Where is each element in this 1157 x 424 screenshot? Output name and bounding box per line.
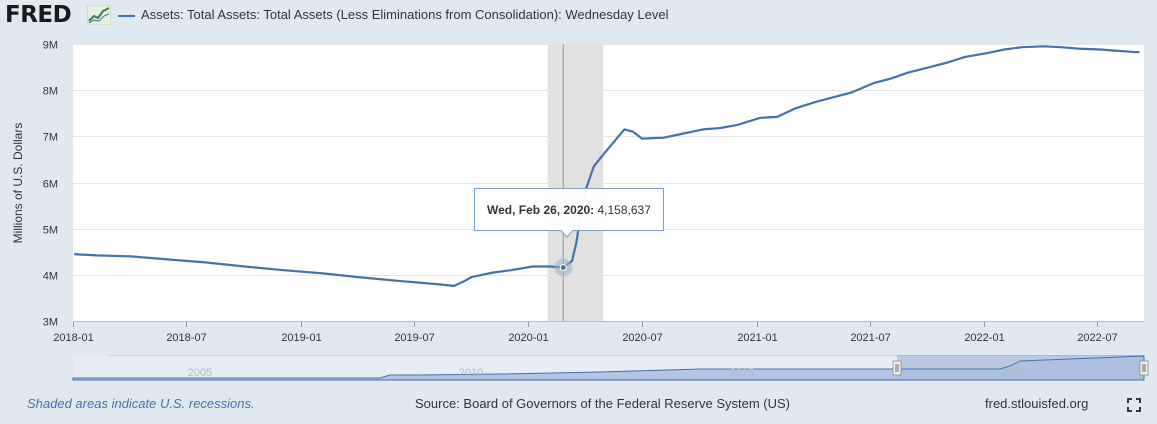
x-tick-label: 2022-07	[1077, 332, 1117, 344]
navigator-year-2020: 2020	[1001, 367, 1025, 379]
x-tick-label: 2020-01	[508, 332, 548, 344]
y-tick-label: 4M	[43, 271, 58, 283]
x-tick-label: 2018-07	[166, 332, 206, 344]
y-tick-label: 8M	[43, 86, 58, 98]
y-tick-label: 9M	[43, 40, 58, 52]
source-note: Source: Board of Governors of the Federa…	[415, 396, 790, 411]
tooltip-box	[474, 188, 664, 238]
y-tick-label: 6M	[43, 179, 58, 191]
navigator-year-2005: 2005	[188, 367, 212, 379]
navigator-year-2015: 2015	[730, 367, 754, 379]
navigator-year-2010: 2010	[459, 367, 483, 379]
x-tick-label: 2020-07	[622, 332, 662, 344]
highlight-marker[interactable]	[559, 264, 567, 272]
y-tick-label: 3M	[43, 317, 58, 329]
recession-note: Shaded areas indicate U.S. recessions.	[27, 396, 255, 411]
legend-series-label[interactable]: Assets: Total Assets: Total Assets (Less…	[141, 7, 669, 22]
tooltip: Wed, Feb 26, 2020: 4,158,637	[474, 188, 664, 238]
fullscreen-icon[interactable]	[1127, 398, 1141, 412]
x-tick-label: 2022-01	[964, 332, 1004, 344]
navigator[interactable]: 2005 2010 2015 2020	[72, 355, 1149, 381]
site-link[interactable]: fred.stlouisfed.org	[985, 396, 1089, 411]
x-tick-label: 2021-01	[737, 332, 777, 344]
tooltip-value: 4,158,637	[598, 203, 652, 217]
y-axis-title: Millions of U.S. Dollars	[11, 123, 25, 244]
plot-area	[73, 44, 1144, 321]
navigator-left-handle[interactable]	[892, 360, 902, 376]
y-tick-label: 5M	[43, 225, 58, 237]
legend-line-swatch	[118, 15, 135, 17]
x-tick-label: 2019-01	[281, 332, 321, 344]
tooltip-date: Wed, Feb 26, 2020:	[487, 203, 594, 217]
fred-logo[interactable]: FRED	[5, 2, 72, 28]
svg-text:Wed, Feb 26, 2020: 4,158,637: Wed, Feb 26, 2020: 4,158,637	[487, 203, 651, 217]
fred-graph-icon	[87, 5, 111, 25]
series-line[interactable]	[74, 45, 1140, 287]
chart-header: FRED Assets: Total Assets: Total Assets …	[0, 0, 1157, 32]
navigator-right-handle[interactable]	[1139, 360, 1149, 376]
x-tick-label: 2019-07	[394, 332, 434, 344]
recession-band	[547, 44, 604, 321]
y-tick-label: 7M	[43, 132, 58, 144]
x-tick-label: 2018-01	[53, 332, 93, 344]
x-tick-label: 2021-07	[850, 332, 890, 344]
